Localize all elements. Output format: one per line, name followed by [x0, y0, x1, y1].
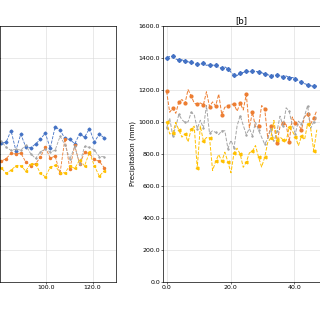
- Title: [b]: [b]: [236, 16, 248, 25]
- Y-axis label: Precipitation (mm): Precipitation (mm): [129, 121, 136, 186]
- Legend: Obs, MPI, MOHC, CCCMA: Obs, MPI, MOHC, CCCMA: [218, 99, 266, 147]
